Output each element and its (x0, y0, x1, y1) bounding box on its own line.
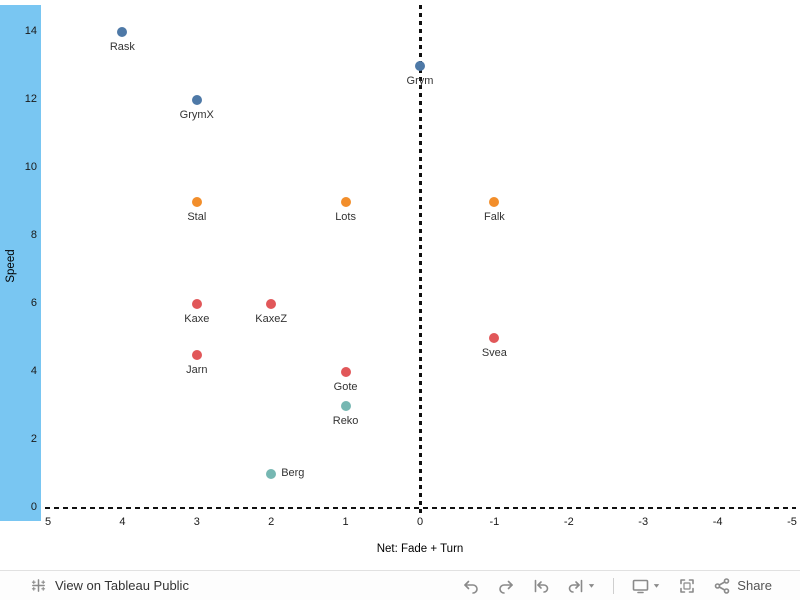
x-axis-tick-label: 2 (268, 516, 275, 528)
y-axis-tick-label: 6 (30, 297, 37, 309)
tableau-toolbar: View on Tableau Public (0, 570, 800, 600)
data-point-label: GrymX (179, 109, 214, 121)
chevron-down-icon (654, 584, 660, 588)
data-point-label: Reko (332, 415, 359, 427)
toolbar-divider (613, 577, 615, 594)
x-axis-tick-label: -4 (712, 516, 723, 528)
download-button[interactable] (631, 577, 661, 595)
data-point-label: KaxeZ (255, 313, 288, 325)
x-axis-tick-label: 4 (119, 516, 126, 528)
undo-button[interactable] (462, 577, 480, 595)
replay-back-button[interactable] (532, 577, 550, 595)
tableau-logo-icon (31, 579, 46, 592)
data-point[interactable] (340, 367, 351, 377)
y-axis-tick-label: 2 (30, 433, 37, 445)
data-point[interactable] (191, 350, 202, 360)
data-point-label: Jarn (186, 364, 208, 376)
replay-forward-button[interactable] (567, 577, 596, 595)
x-axis-tick-label: 1 (342, 516, 349, 528)
data-point-label: Gote (333, 381, 358, 393)
data-point[interactable] (266, 299, 277, 309)
replay-forward-icon (569, 579, 583, 593)
data-point-label: Kaxe (184, 313, 210, 325)
x-axis-tick-label: 5 (44, 516, 52, 528)
data-point-label: Stal (187, 211, 207, 223)
undo-icon (464, 580, 479, 594)
share-button[interactable]: Share (713, 577, 772, 595)
y-axis-tick-label: 12 (24, 93, 37, 105)
replay-back-icon (534, 579, 549, 593)
data-point[interactable] (489, 333, 500, 343)
data-point[interactable] (340, 197, 351, 207)
x-axis-title: Net: Fade + Turn (376, 543, 464, 555)
data-point[interactable] (415, 61, 425, 71)
fullscreen-icon (680, 578, 695, 593)
data-point-label: Svea (481, 347, 507, 359)
redo-button[interactable] (497, 577, 515, 595)
view-on-tableau-public-link[interactable]: View on Tableau Public (0, 577, 462, 594)
view-on-tableau-public-label: View on Tableau Public (55, 578, 189, 593)
scatter-plot: Speed Net: Fade + Turn 0 2 4 6 8 10 12 14 5 4 3 2 1 0… (0, 5, 797, 555)
share-icon (714, 577, 730, 594)
x-axis-tick-label: 0 (416, 516, 424, 528)
y-axis-band (0, 5, 41, 521)
data-point[interactable] (117, 27, 128, 37)
data-point[interactable] (191, 95, 202, 105)
data-point[interactable] (266, 469, 277, 479)
data-point[interactable] (340, 401, 351, 411)
x-axis-tick-label: -5 (787, 516, 797, 528)
chevron-down-icon (589, 584, 595, 588)
data-point-label: Rask (109, 41, 135, 53)
y-axis-tick-label: 14 (24, 25, 37, 37)
data-point[interactable] (191, 299, 202, 309)
data-point[interactable] (489, 197, 500, 207)
share-label: Share (737, 578, 772, 593)
x-axis-tick-label: -1 (489, 516, 500, 528)
x-axis-tick-label: -2 (563, 516, 574, 528)
y-axis-title: Speed (5, 249, 17, 283)
redo-icon (499, 580, 514, 594)
x-axis-tick-label: 3 (193, 516, 200, 528)
y-axis-tick-label: 10 (24, 161, 37, 173)
data-point-label: Berg (281, 467, 305, 479)
x-axis-tick-label: -3 (638, 516, 649, 528)
data-point-label: Falk (484, 211, 505, 223)
fullscreen-button[interactable] (678, 577, 696, 595)
data-point[interactable] (191, 197, 202, 207)
data-point-label: Lots (335, 211, 356, 223)
horizontal-reference-line (45, 507, 796, 509)
vertical-reference-line (418, 5, 422, 517)
data-point-label: Grym (406, 75, 434, 87)
download-display-icon (632, 579, 649, 593)
y-axis-tick-label: 4 (30, 365, 37, 377)
y-axis-tick-label: 8 (30, 229, 37, 241)
y-axis-tick-label: 0 (30, 501, 37, 513)
